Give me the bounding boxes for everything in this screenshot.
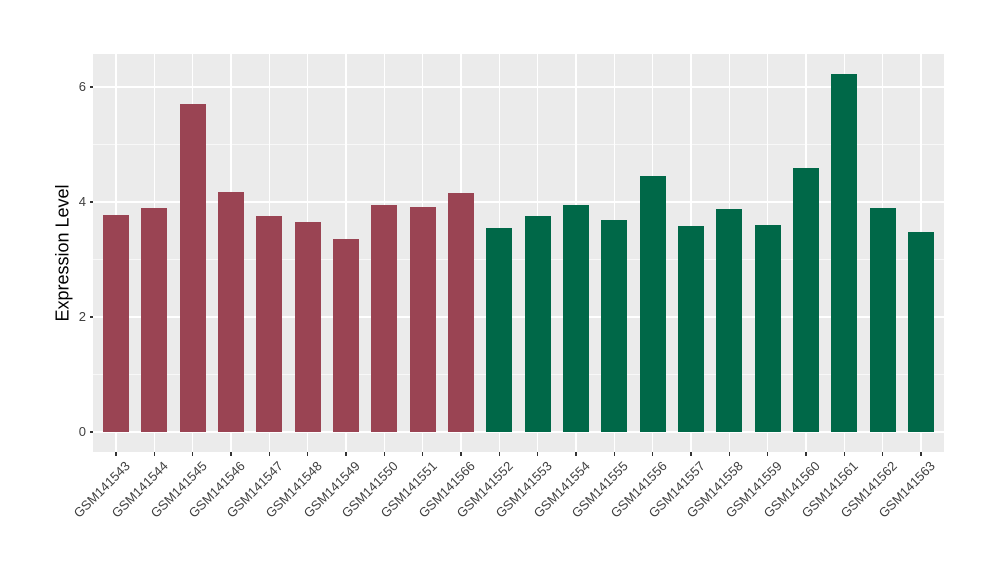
bar-GSM141562 (869, 208, 896, 432)
x-tick-mark (536, 452, 539, 456)
x-tick-mark (498, 452, 501, 456)
bar-GSM141560 (793, 168, 819, 432)
x-tick-mark (881, 452, 884, 456)
y-major-gridline (93, 431, 944, 433)
x-tick-mark (613, 452, 616, 456)
y-tick-label: 6 (78, 79, 86, 94)
y-tick-mark (89, 431, 93, 433)
y-minor-gridline (93, 144, 944, 145)
x-tick-mark (843, 452, 846, 456)
bar-GSM141552 (486, 228, 513, 432)
plot-panel (93, 54, 944, 452)
bar-GSM141558 (716, 209, 743, 432)
y-tick-label: 4 (78, 194, 86, 209)
bar-GSM141544 (141, 207, 168, 432)
x-tick-mark (153, 452, 156, 456)
x-tick-mark (766, 452, 769, 456)
x-tick-mark (651, 452, 654, 456)
bar-GSM141557 (678, 226, 704, 432)
x-tick-mark (383, 452, 386, 456)
bar-GSM141548 (294, 221, 321, 432)
bar-GSM141543 (103, 214, 129, 432)
y-minor-gridline (93, 374, 944, 375)
x-tick-mark (690, 452, 692, 456)
y-major-gridline (93, 316, 944, 318)
bar-GSM141546 (218, 191, 244, 432)
x-tick-mark (421, 452, 424, 456)
x-tick-mark (345, 452, 347, 456)
x-tick-mark (805, 452, 807, 456)
x-tick-mark (460, 452, 462, 456)
bar-GSM141556 (639, 175, 666, 432)
x-tick-mark (306, 452, 309, 456)
bar-GSM141566 (448, 193, 474, 432)
y-tick-mark (89, 316, 93, 318)
y-major-gridline (93, 86, 944, 88)
bar-GSM141554 (563, 205, 589, 432)
y-major-gridline (93, 201, 944, 203)
x-tick-mark (268, 452, 271, 456)
bar-GSM141555 (601, 220, 628, 432)
y-minor-gridline (93, 259, 944, 260)
bar-GSM141559 (754, 225, 781, 432)
y-tick-label: 0 (78, 424, 86, 439)
bar-GSM141545 (179, 103, 206, 432)
y-tick-label: 2 (78, 309, 86, 324)
x-tick-mark (728, 452, 731, 456)
y-tick-mark (89, 86, 93, 88)
bar-GSM141563 (908, 232, 934, 432)
x-tick-mark (920, 452, 922, 456)
bar-GSM141549 (333, 239, 359, 432)
y-tick-mark (89, 201, 93, 203)
bar-GSM141561 (831, 74, 858, 432)
x-tick-mark (575, 452, 577, 456)
bar-GSM141551 (409, 206, 436, 432)
x-tick-mark (191, 452, 194, 456)
bar-GSM141547 (256, 216, 283, 432)
x-tick-mark (230, 452, 232, 456)
x-tick-mark (115, 452, 117, 456)
bar-GSM141553 (524, 216, 551, 432)
bar-GSM141550 (371, 205, 398, 432)
